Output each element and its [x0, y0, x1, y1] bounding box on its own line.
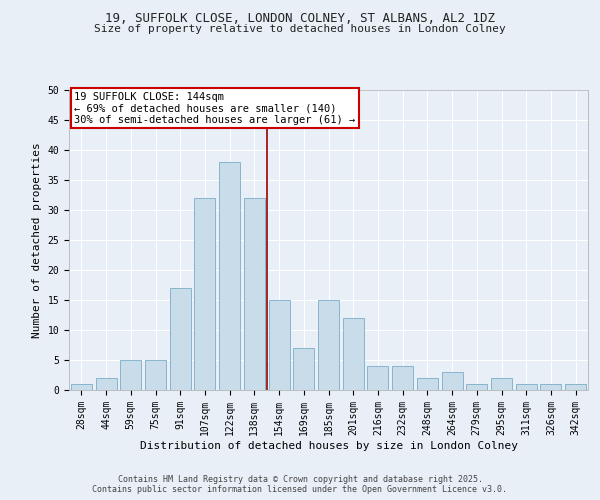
Bar — [343, 318, 364, 390]
Bar — [170, 288, 191, 390]
Bar — [71, 384, 92, 390]
Bar — [417, 378, 438, 390]
Bar — [541, 384, 562, 390]
Bar — [145, 360, 166, 390]
Bar — [442, 372, 463, 390]
Bar — [318, 300, 339, 390]
Bar — [516, 384, 537, 390]
Text: Size of property relative to detached houses in London Colney: Size of property relative to detached ho… — [94, 24, 506, 34]
Bar — [194, 198, 215, 390]
Y-axis label: Number of detached properties: Number of detached properties — [32, 142, 42, 338]
Bar — [367, 366, 388, 390]
Bar — [491, 378, 512, 390]
Bar — [219, 162, 240, 390]
X-axis label: Distribution of detached houses by size in London Colney: Distribution of detached houses by size … — [139, 440, 517, 450]
Bar — [95, 378, 116, 390]
Bar — [565, 384, 586, 390]
Text: Contains HM Land Registry data © Crown copyright and database right 2025.
Contai: Contains HM Land Registry data © Crown c… — [92, 474, 508, 494]
Bar — [392, 366, 413, 390]
Text: 19, SUFFOLK CLOSE, LONDON COLNEY, ST ALBANS, AL2 1DZ: 19, SUFFOLK CLOSE, LONDON COLNEY, ST ALB… — [105, 12, 495, 26]
Text: 19 SUFFOLK CLOSE: 144sqm
← 69% of detached houses are smaller (140)
30% of semi-: 19 SUFFOLK CLOSE: 144sqm ← 69% of detach… — [74, 92, 355, 124]
Bar — [244, 198, 265, 390]
Bar — [269, 300, 290, 390]
Bar — [120, 360, 141, 390]
Bar — [293, 348, 314, 390]
Bar — [466, 384, 487, 390]
